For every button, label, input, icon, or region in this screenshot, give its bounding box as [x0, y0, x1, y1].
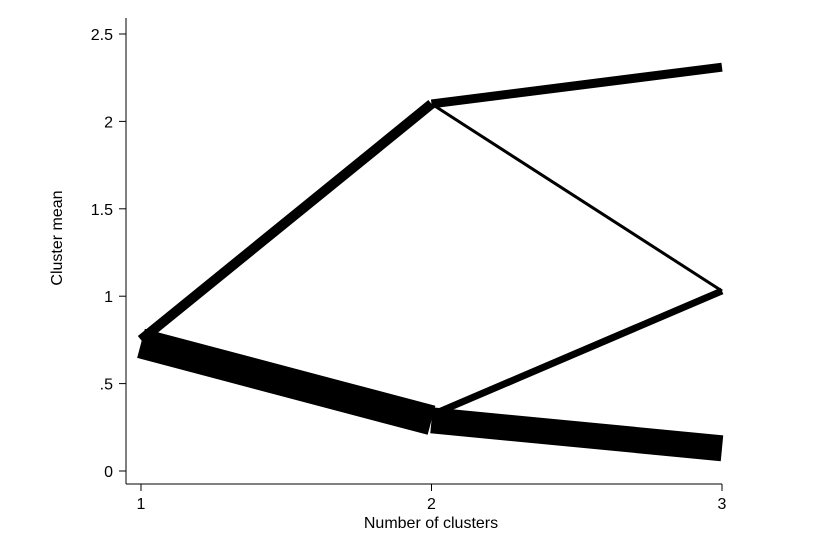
- cluster-segments: [137, 62, 724, 462]
- x-tick-label: 2: [427, 496, 436, 513]
- y-tick-label: .5: [100, 377, 113, 394]
- x-axis-ticks: 1 2 3: [137, 484, 727, 513]
- cluster-segment: [430, 287, 724, 419]
- y-tick-label: 1.5: [91, 202, 113, 219]
- cluster-segment: [137, 328, 436, 435]
- y-axis-title: Cluster mean: [49, 190, 66, 285]
- cluster-segment: [430, 102, 723, 293]
- cluster-segment: [137, 100, 435, 344]
- x-tick-label: 3: [718, 496, 727, 513]
- cluster-segment: [430, 62, 723, 109]
- x-tick-label: 1: [137, 496, 146, 513]
- y-axis-ticks: 0 .5 1 1.5 2 2.5: [91, 27, 126, 481]
- y-tick-label: 2: [104, 114, 113, 131]
- y-tick-label: 2.5: [91, 27, 113, 44]
- cluster-segment: [430, 407, 724, 462]
- x-axis-title: Number of clusters: [364, 515, 498, 532]
- y-tick-label: 0: [104, 464, 113, 481]
- y-tick-label: 1: [104, 289, 113, 306]
